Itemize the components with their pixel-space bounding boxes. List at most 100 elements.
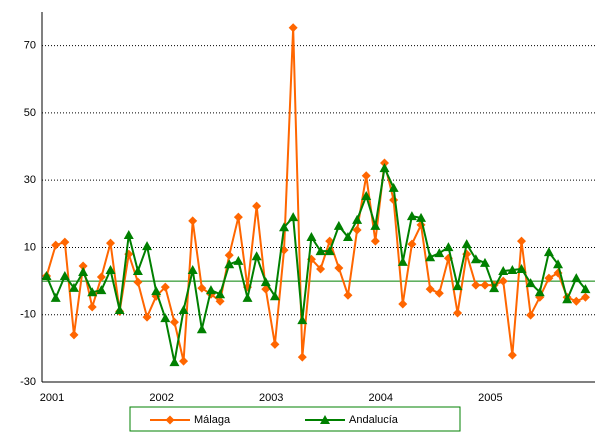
marker (398, 299, 408, 309)
marker (453, 308, 463, 318)
marker (470, 254, 481, 264)
marker (197, 283, 207, 293)
marker (251, 251, 262, 261)
marker (160, 282, 170, 292)
marker (270, 339, 280, 349)
marker (316, 264, 326, 274)
marker (461, 239, 472, 249)
marker (562, 294, 573, 304)
marker (224, 259, 235, 269)
marker (544, 273, 554, 283)
y-tick-label: 10 (24, 241, 36, 253)
marker (297, 315, 308, 325)
marker (507, 264, 518, 274)
marker (489, 283, 500, 293)
y-tick-label: 50 (24, 107, 36, 119)
marker (525, 278, 536, 288)
marker (389, 195, 399, 205)
marker (434, 288, 444, 298)
marker (443, 242, 454, 252)
marker (342, 232, 353, 242)
y-tick-label: -30 (20, 376, 36, 388)
marker (68, 282, 79, 292)
marker (188, 216, 198, 226)
marker (425, 284, 435, 294)
y-tick-label: -10 (20, 309, 36, 321)
marker (543, 247, 554, 257)
marker (580, 292, 590, 302)
marker (580, 284, 591, 294)
marker (165, 415, 175, 425)
marker (51, 240, 61, 250)
marker (334, 263, 344, 273)
marker (215, 289, 226, 299)
marker (132, 266, 143, 275)
marker (279, 222, 290, 232)
marker (498, 276, 508, 286)
marker (87, 287, 98, 297)
marker (179, 356, 189, 366)
marker (215, 296, 225, 306)
marker (352, 214, 363, 224)
marker (69, 330, 79, 340)
marker (416, 212, 427, 222)
marker (123, 230, 134, 240)
x-tick-label: 2001 (40, 392, 64, 404)
marker (571, 273, 582, 283)
series-line (45, 27, 586, 362)
marker (178, 305, 189, 315)
marker (343, 290, 353, 300)
marker (553, 259, 564, 269)
marker (269, 291, 280, 301)
y-tick-label: 30 (24, 174, 36, 186)
marker (370, 236, 380, 246)
marker (87, 302, 97, 312)
marker (96, 272, 106, 282)
marker (252, 201, 262, 211)
marker (242, 292, 253, 302)
marker (388, 182, 399, 192)
marker (379, 163, 390, 173)
marker (169, 317, 179, 327)
marker (133, 277, 143, 287)
marker (78, 261, 88, 271)
marker (571, 296, 581, 306)
marker (471, 280, 481, 290)
marker (352, 225, 362, 235)
marker (526, 310, 536, 320)
marker (160, 313, 171, 323)
marker (114, 305, 125, 315)
x-tick-label: 2004 (369, 392, 393, 404)
marker (407, 239, 417, 249)
marker (306, 232, 317, 242)
marker (380, 158, 389, 168)
y-tick-label: 70 (24, 40, 36, 52)
marker (106, 238, 115, 248)
marker (425, 252, 436, 262)
marker (324, 246, 335, 256)
marker (517, 236, 526, 246)
marker (498, 266, 509, 275)
legend-label: Andalucía (349, 414, 399, 426)
x-tick-label: 2002 (149, 392, 173, 404)
marker (169, 357, 180, 367)
marker (151, 286, 162, 296)
marker (142, 241, 153, 251)
marker (406, 211, 417, 221)
legend-label: Málaga (194, 414, 231, 426)
marker (233, 212, 243, 222)
marker (288, 23, 298, 33)
marker (370, 220, 381, 230)
series-line (45, 164, 587, 363)
marker (41, 271, 52, 281)
x-tick-label: 2005 (478, 392, 502, 404)
marker (105, 264, 116, 274)
marker (361, 171, 371, 181)
marker (534, 287, 545, 297)
marker (320, 415, 330, 424)
marker (187, 264, 198, 274)
marker (479, 257, 490, 267)
marker (434, 248, 445, 258)
marker (196, 324, 207, 334)
